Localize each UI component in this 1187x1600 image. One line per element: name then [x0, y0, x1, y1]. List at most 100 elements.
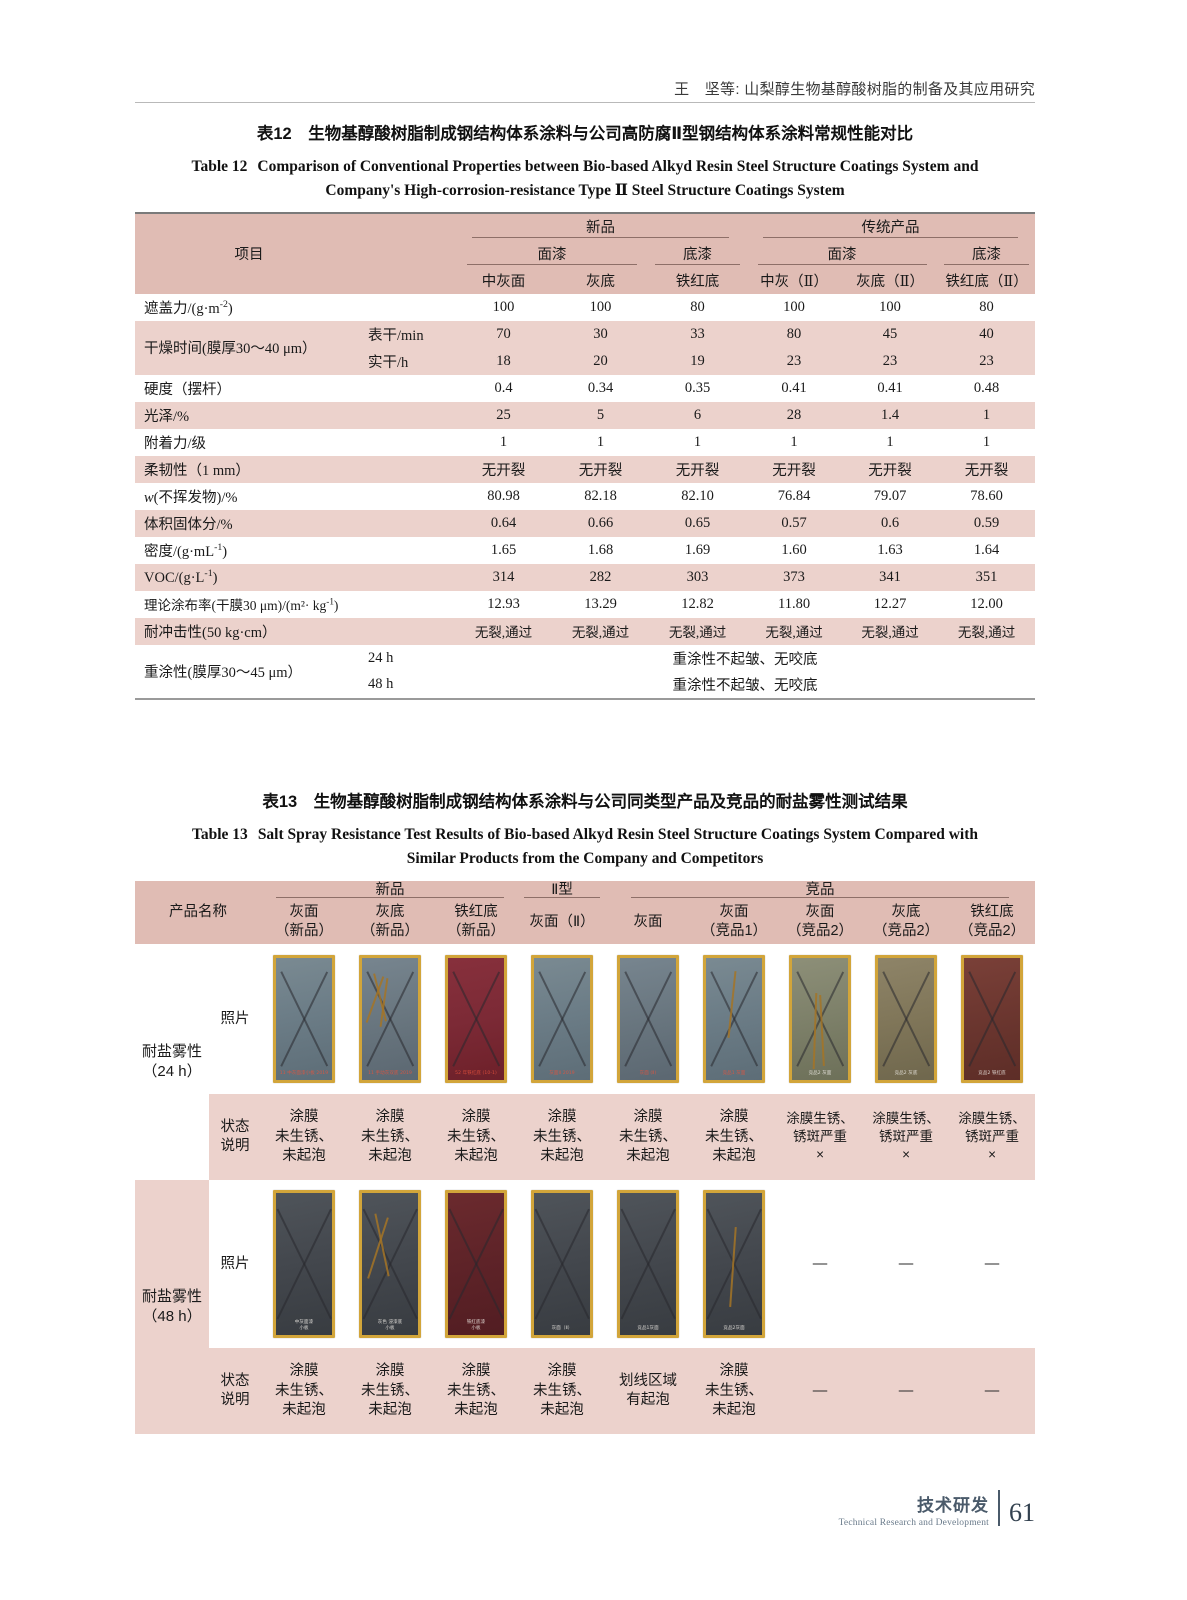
specimen-photo: 竞品1灰面 [605, 1180, 692, 1349]
page-footer: 技术研发 Technical Research and Development … [839, 1490, 1035, 1528]
specimen-photo: 竞品2 灰面 [777, 944, 864, 1095]
cell: 1.60 [781, 541, 807, 558]
cell: 373 [746, 563, 843, 591]
cell: 100 [589, 298, 612, 315]
specimen-note: 灰面（Ⅱ） [551, 1325, 573, 1331]
table13-block: 表13 生物基醇酸树脂制成钢结构体系涂料与公司同类型产品及竞品的耐盐雾性测试结果… [135, 790, 1036, 1435]
cell: 无开裂 [552, 455, 649, 483]
cell: 80 [746, 320, 843, 348]
cell: 1 [886, 433, 894, 450]
row-sub [363, 429, 455, 456]
row-sub [363, 294, 455, 321]
cell: 0.41 [781, 379, 807, 396]
table-row: 理论涂布率(干膜30 μm)/(m²· kg-1) 12.93 13.29 12… [135, 590, 1036, 618]
cell: 1 [693, 433, 702, 450]
table-row: 柔韧性（1 mm） 无开裂 无开裂 无开裂 无开裂 无开裂 无开裂 [135, 455, 1036, 483]
cell: 12.00 [970, 595, 1003, 612]
table12-group-trad: 传统产品 [746, 212, 1036, 240]
table-row: 体积固体分/% 0.64 0.66 0.65 0.57 0.6 0.59 [135, 509, 1036, 537]
cell: 80 [979, 298, 994, 315]
table12-block: 表12 生物基醇酸树脂制成钢结构体系涂料与公司高防腐Ⅱ型钢结构体系涂料常规性能对… [135, 122, 1036, 700]
cell: 70 [455, 320, 552, 348]
status-cell: 划线区域 有起泡 [605, 1348, 692, 1435]
table-row: 附着力/级 1 1 1 1 1 1 [135, 428, 1036, 456]
table13: 产品名称 新品 Ⅱ型 竞品 灰面 （新品） 灰底 （新品） 铁红底 （新品） 灰… [135, 880, 1036, 1435]
recoat-sub-24h: 24 h [368, 649, 394, 666]
cell: 19 [649, 347, 747, 375]
table13-header-cols: 灰面 （新品） 灰底 （新品） 铁红底 （新品） 灰面（Ⅱ） 灰面 灰面 （竞品… [135, 900, 1036, 945]
photo-label-48h: 照片 [209, 1180, 261, 1349]
cell: 40 [938, 320, 1036, 348]
table12-col-0: 中灰面 [455, 266, 552, 294]
table13-col-7: 灰底 （竞品2） [863, 900, 950, 945]
row-label: ww(不挥发物)/%(不挥发物)/% [144, 489, 238, 506]
specimen-note: 52 年铁红底 (10-1) [455, 1070, 497, 1076]
recoat-sub-48h: 48 h [368, 676, 394, 693]
table13-row-48h-photos: 耐盐雾性 （48 h） 照片 中灰面漆 小板 灰色 浸漆底 小板 铁红底漆 小板 [135, 1180, 1036, 1435]
row-sub [363, 617, 455, 645]
specimen-photo: 灰面II 2019 [519, 944, 606, 1095]
cell: 303 [649, 563, 747, 591]
cell: 无开裂 [842, 455, 939, 483]
table-row: 耐冲击性(50 kg·cm） 无裂,通过 无裂,通过 无裂,通过 无裂,通过 无… [135, 617, 1036, 645]
footer-section-en: Technical Research and Development [838, 1518, 989, 1528]
table-row: 干燥时间(膜厚30～40 μm） 表干/min 70 30 33 80 45 4… [135, 320, 1036, 375]
row-label: 体积固体分/% [135, 509, 363, 537]
specimen-note: 11 手动灰双底 2019 [368, 1070, 412, 1076]
table12-header-item: 项目 [135, 212, 363, 294]
cell: 20 [552, 347, 649, 375]
table13-product-name: 产品名称 [135, 880, 261, 945]
table-row: 遮盖力/(g·m-2) 100 100 80 100 100 80 [135, 293, 1036, 321]
running-head-rule [135, 102, 1035, 103]
cell: 76.84 [777, 487, 811, 504]
cell: 79.07 [873, 487, 907, 504]
cell: 82.10 [681, 487, 714, 504]
table13-col-0: 灰面 （新品） [261, 900, 347, 945]
cell: 0.64 [455, 509, 552, 537]
cell: 0.34 [587, 379, 614, 396]
specimen-note: 竞品2 灰面 [808, 1070, 832, 1076]
specimen-note: 竞品2 灰底 [894, 1070, 918, 1076]
status-cell: 涂膜生锈、 锈斑严重 × [777, 1094, 864, 1181]
specimen-note: 竞品1灰面 [637, 1325, 659, 1331]
status-cell: 涂膜生锈、 锈斑严重 × [863, 1094, 950, 1181]
status-cell: 涂膜 未生锈、 未起泡 [519, 1348, 606, 1435]
table13-col-2: 铁红底 （新品） [433, 900, 520, 945]
table12-header-row-1: 项目 新品 传统产品 [135, 212, 1036, 294]
cell: 6 [649, 401, 747, 429]
cell: 100 [492, 298, 515, 315]
status-cell: 涂膜 未生锈、 未起泡 [347, 1094, 433, 1181]
cell: 13.29 [584, 595, 617, 612]
cell: 无裂,通过 [746, 617, 843, 645]
footer-section-cn: 技术研发 [917, 1496, 989, 1515]
table12-caption-en-line2: Company's High-corrosion-resistance Type… [325, 181, 845, 199]
cell: 无裂,通过 [552, 617, 649, 645]
row-label-24h: 耐盐雾性 （24 h） [135, 944, 209, 1181]
status-cell: 涂膜 未生锈、 未起泡 [261, 1094, 347, 1181]
table12-caption-en: Table 12 Comparison of Conventional Prope… [135, 155, 1035, 179]
table12-caption-cn: 表12 生物基醇酸树脂制成钢结构体系涂料与公司高防腐Ⅱ型钢结构体系涂料常规性能对… [256, 125, 914, 143]
table13-caption-en-label: Table 13 [191, 825, 248, 843]
specimen-note: 灰面 (Ⅱ) [639, 1070, 657, 1076]
cell: 12.82 [681, 595, 714, 612]
table13-col-1: 灰底 （新品） [347, 900, 433, 945]
table13-group-type2: Ⅱ型 [519, 880, 606, 901]
cell: 78.60 [970, 487, 1003, 504]
page-number: 61 [1009, 1498, 1035, 1527]
cell: 23 [842, 347, 939, 375]
cell: 23 [746, 347, 843, 375]
cell: 28 [746, 401, 843, 429]
cell: 80.98 [487, 487, 520, 504]
cell: 80 [690, 298, 705, 315]
row-label: 干燥时间(膜厚30～40 μm） [135, 320, 363, 375]
row-label-48h: 耐盐雾性 （48 h） [135, 1180, 209, 1435]
row-sub [363, 591, 455, 618]
status-cell: 涂膜 未生锈、 未起泡 [605, 1094, 692, 1181]
table12-caption-en-line1: Comparison of Conventional Properties be… [257, 157, 979, 175]
table12-col-3: 中灰（Ⅱ） [746, 266, 843, 294]
cell: 1 [790, 433, 798, 450]
row-sub [363, 537, 455, 564]
status-label-24h: 状态 说明 [209, 1094, 261, 1181]
cell: 无开裂 [455, 455, 552, 483]
